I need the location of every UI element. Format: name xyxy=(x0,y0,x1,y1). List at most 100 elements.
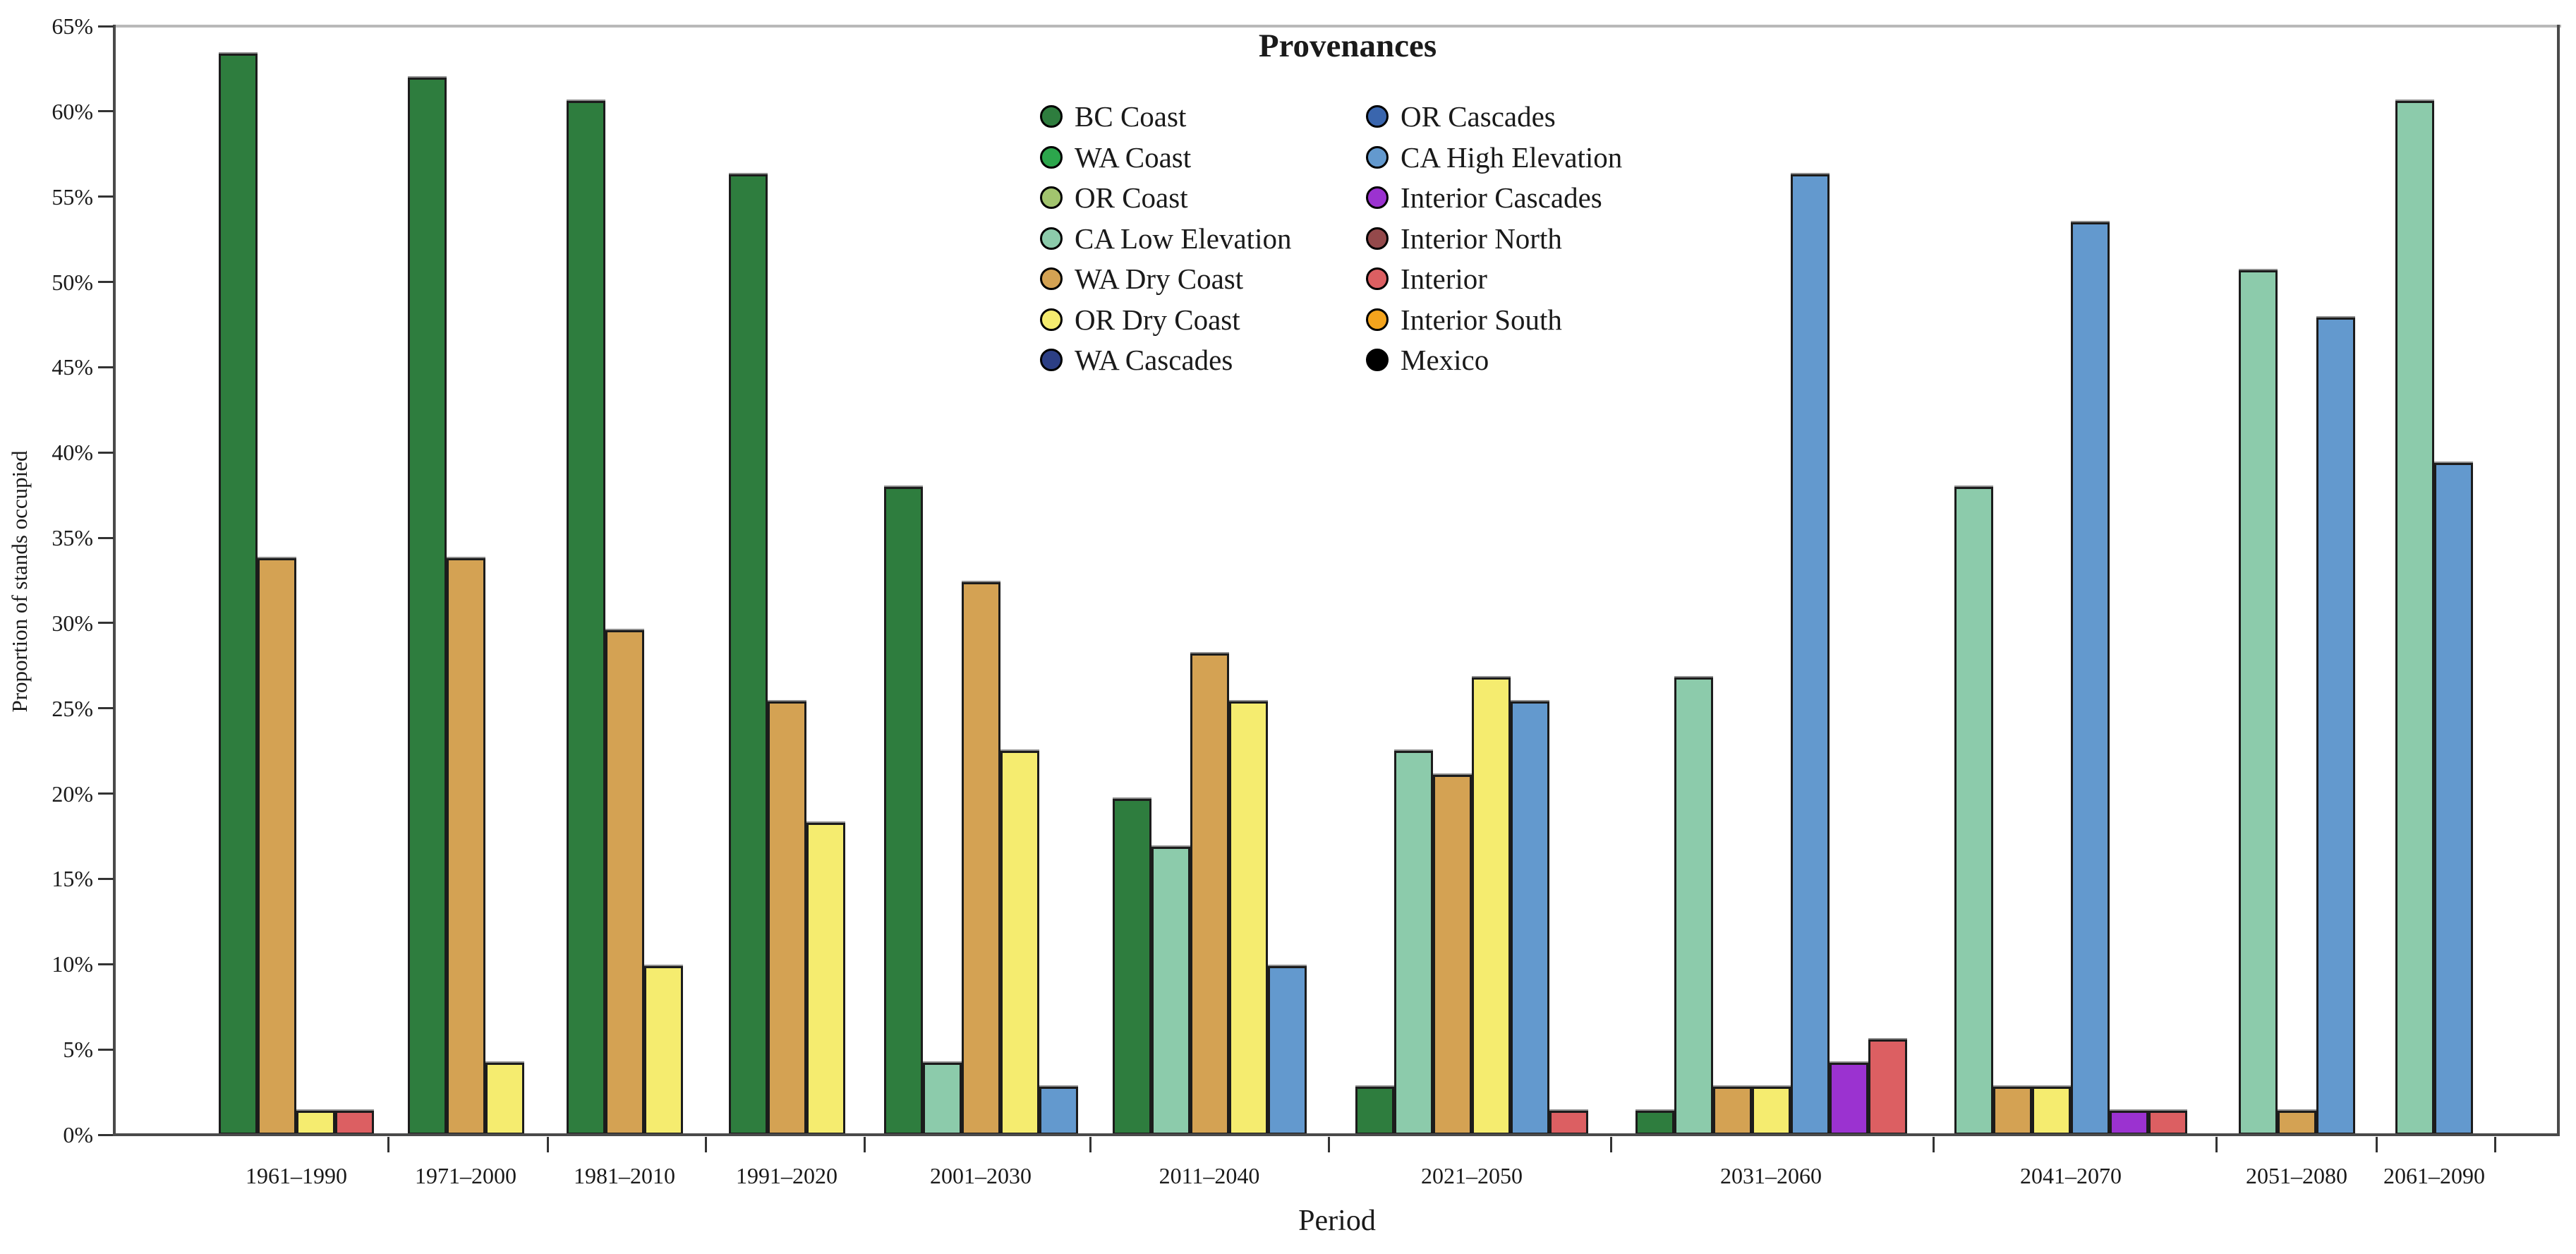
x-tick-mark xyxy=(1609,1137,1612,1152)
bar-ca-high-elevation-2021-2050 xyxy=(1511,701,1549,1135)
x-category-label: 1981–2010 xyxy=(574,1163,675,1188)
legend-label-or-cascades: OR Cascades xyxy=(1401,100,1556,133)
y-tick-mark xyxy=(98,707,114,710)
bar-interior-2041-2070 xyxy=(2148,1111,2187,1135)
bar-ca-high-elevation-2061-2090 xyxy=(2434,462,2473,1135)
y-tick-label: 65% xyxy=(52,13,93,39)
y-tick-label: 30% xyxy=(52,610,93,636)
legend-label-wa-cascades: WA Cascades xyxy=(1075,344,1233,376)
x-category-label: 2061–2090 xyxy=(2383,1163,2485,1188)
y-tick-label: 55% xyxy=(52,183,93,210)
y-tick-mark xyxy=(98,195,114,198)
legend-dot-mexico xyxy=(1366,349,1389,371)
y-tick-label: 0% xyxy=(63,1122,93,1147)
x-tick-mark xyxy=(2375,1137,2378,1152)
legend-dot-ca-low-elevation xyxy=(1040,227,1063,250)
y-tick-mark xyxy=(98,1048,114,1051)
x-category-label: 1961–1990 xyxy=(246,1163,347,1188)
legend-dot-or-cascades xyxy=(1366,105,1389,128)
y-tick-mark xyxy=(98,281,114,284)
x-tick-mark xyxy=(387,1137,389,1152)
bar-ca-low-elevation-2041-2070 xyxy=(1954,486,1993,1135)
legend-label-or-dry-coast: OR Dry Coast xyxy=(1075,303,1240,336)
x-category-label: 2041–2070 xyxy=(2020,1163,2122,1188)
bar-interior-cascades-2041-2070 xyxy=(2110,1111,2148,1135)
bar-wa-dry-coast-2051-2080 xyxy=(2277,1111,2316,1135)
bar-bc-coast-1961-1990 xyxy=(219,53,258,1135)
legend-dot-wa-dry-coast xyxy=(1040,267,1063,290)
legend-label-interior-north: Interior North xyxy=(1401,222,1562,255)
y-tick-label: 5% xyxy=(63,1037,93,1063)
bar-or-dry-coast-2041-2070 xyxy=(2032,1087,2071,1135)
x-tick-mark xyxy=(1089,1137,1092,1152)
y-axis-line xyxy=(113,25,116,1136)
bar-interior-1961-1990 xyxy=(335,1111,374,1135)
bar-ca-low-elevation-2011-2040 xyxy=(1151,846,1190,1135)
legend-label-interior-cascades: Interior Cascades xyxy=(1401,181,1602,214)
x-category-label: 2011–2040 xyxy=(1159,1163,1260,1188)
x-axis-line xyxy=(113,1133,2560,1136)
bar-ca-low-elevation-2031-2060 xyxy=(1674,677,1713,1135)
legend-label-wa-dry-coast: WA Dry Coast xyxy=(1075,263,1244,295)
bar-ca-low-elevation-2001-2030 xyxy=(922,1063,962,1135)
y-tick-mark xyxy=(98,366,114,368)
bar-bc-coast-2031-2060 xyxy=(1635,1111,1674,1135)
x-tick-mark xyxy=(1327,1137,1330,1152)
bar-or-dry-coast-2011-2040 xyxy=(1228,701,1268,1135)
bar-ca-high-elevation-2001-2030 xyxy=(1039,1087,1078,1135)
bar-wa-dry-coast-1971-2000 xyxy=(446,558,485,1135)
y-tick-label: 20% xyxy=(52,780,93,807)
y-tick-label: 60% xyxy=(52,98,93,124)
y-tick-mark xyxy=(98,622,114,625)
x-tick-mark xyxy=(2215,1137,2218,1152)
x-tick-mark xyxy=(704,1137,707,1152)
y-tick-label: 10% xyxy=(52,951,93,977)
bar-or-dry-coast-2021-2050 xyxy=(1472,677,1511,1135)
legend-label-bc-coast: BC Coast xyxy=(1075,100,1187,133)
legend-dot-interior-north xyxy=(1366,227,1389,250)
legend-dot-bc-coast xyxy=(1040,105,1063,128)
legend-label-interior: Interior xyxy=(1401,263,1487,295)
bar-interior-2031-2060 xyxy=(1868,1039,1907,1135)
legend-dot-interior-south xyxy=(1366,308,1389,331)
bar-bc-coast-2021-2050 xyxy=(1355,1087,1394,1135)
legend-title: Provenances xyxy=(1258,28,1437,64)
bar-wa-dry-coast-2021-2050 xyxy=(1433,775,1472,1135)
bar-wa-dry-coast-2001-2030 xyxy=(961,581,1000,1135)
bar-interior-cascades-2031-2060 xyxy=(1829,1063,1868,1135)
bar-or-dry-coast-2031-2060 xyxy=(1751,1087,1791,1135)
bar-wa-dry-coast-2041-2070 xyxy=(1993,1087,2032,1135)
bar-interior-2021-2050 xyxy=(1549,1111,1588,1135)
legend-dot-interior-cascades xyxy=(1366,186,1389,209)
y-tick-mark xyxy=(98,877,114,880)
legend-dot-or-coast xyxy=(1040,186,1063,209)
bar-ca-low-elevation-2051-2080 xyxy=(2238,270,2278,1135)
y-tick-mark xyxy=(98,792,114,795)
x-category-label: 1991–2020 xyxy=(736,1163,837,1188)
bar-bc-coast-2001-2030 xyxy=(883,486,923,1135)
y-tick-label: 45% xyxy=(52,354,93,380)
bar-ca-high-elevation-2011-2040 xyxy=(1267,965,1307,1135)
x-category-label: 2031–2060 xyxy=(1720,1163,1822,1188)
legend-dot-or-dry-coast xyxy=(1040,308,1063,331)
x-category-label: 2021–2050 xyxy=(1421,1163,1523,1188)
legend-label-mexico: Mexico xyxy=(1401,344,1489,376)
bar-or-dry-coast-1991-2020 xyxy=(806,822,845,1135)
bar-ca-low-elevation-2021-2050 xyxy=(1394,751,1433,1135)
bar-wa-dry-coast-1991-2020 xyxy=(767,701,806,1135)
x-axis-title: Period xyxy=(1298,1205,1376,1237)
y-tick-label: 50% xyxy=(52,269,93,295)
legend-dot-wa-cascades xyxy=(1040,349,1063,371)
bar-wa-dry-coast-2031-2060 xyxy=(1712,1087,1752,1135)
legend-dot-interior xyxy=(1366,267,1389,290)
plot-border-top xyxy=(115,25,2561,28)
bar-or-dry-coast-1971-2000 xyxy=(485,1063,524,1135)
bar-ca-high-elevation-2041-2070 xyxy=(2071,222,2110,1135)
bar-or-dry-coast-1961-1990 xyxy=(296,1111,335,1135)
x-category-label: 1971–2000 xyxy=(415,1163,516,1188)
legend-label-ca-high-elevation: CA High Elevation xyxy=(1401,140,1623,174)
legend-dot-wa-coast xyxy=(1040,145,1063,169)
x-category-label: 2001–2030 xyxy=(930,1163,1032,1188)
bar-bc-coast-1991-2020 xyxy=(728,174,768,1135)
